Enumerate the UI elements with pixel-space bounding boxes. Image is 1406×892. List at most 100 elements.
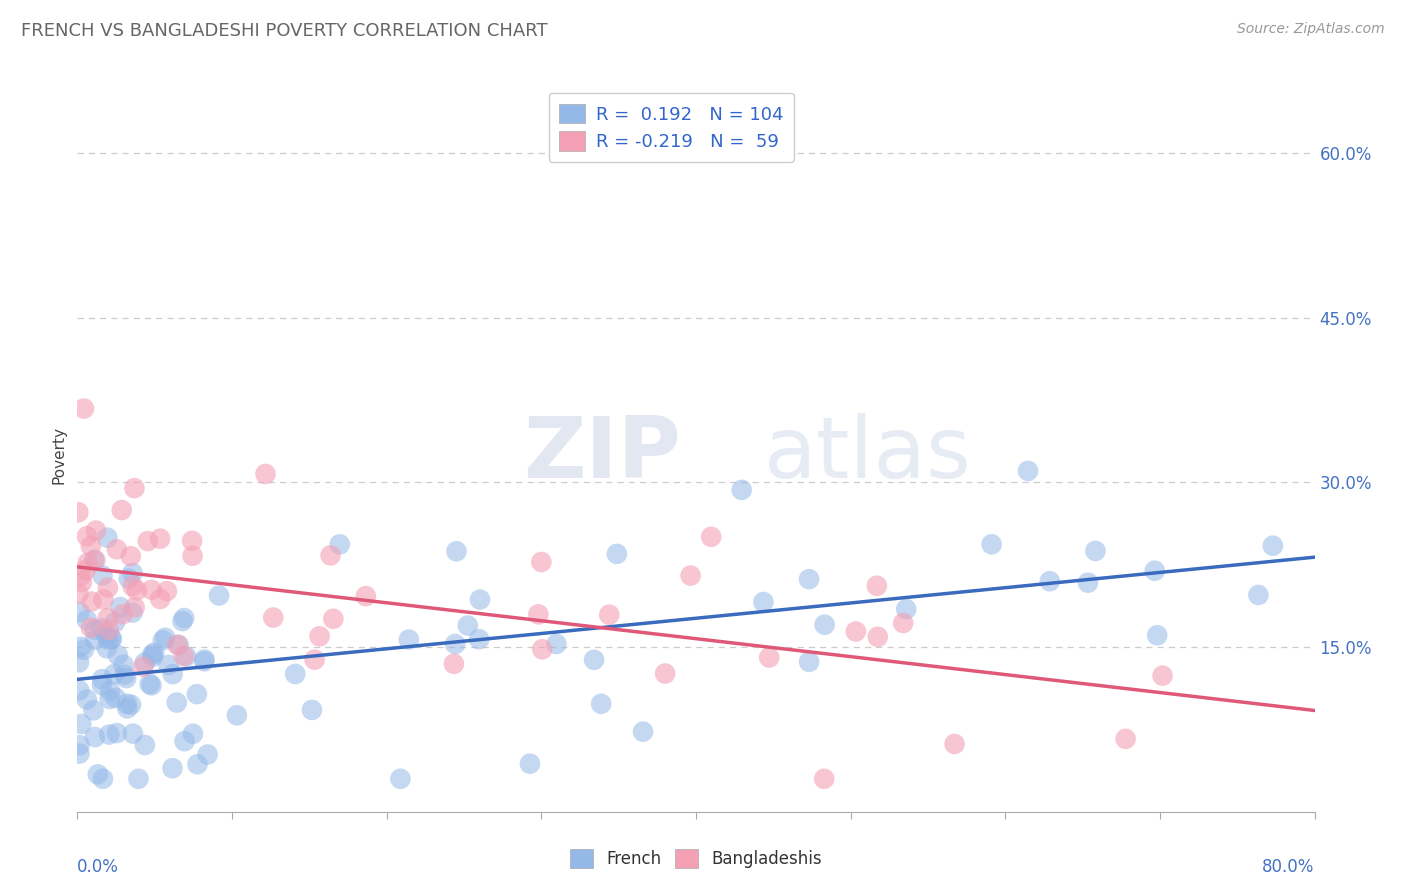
Point <box>87 767 110 781</box>
Point <box>797 572 820 586</box>
Point <box>813 772 835 786</box>
Point <box>105 726 128 740</box>
Point <box>143 646 166 660</box>
Point <box>197 747 219 762</box>
Point <box>97 581 120 595</box>
Point <box>69 738 91 752</box>
Point <box>156 584 179 599</box>
Point <box>174 649 197 664</box>
Point <box>1039 574 1062 589</box>
Point <box>173 734 195 748</box>
Point <box>73 401 96 416</box>
Point <box>943 737 966 751</box>
Point <box>132 659 155 673</box>
Point <box>308 629 330 643</box>
Point <box>67 505 90 519</box>
Point <box>134 738 156 752</box>
Point <box>591 697 613 711</box>
Point <box>73 642 96 657</box>
Point <box>891 615 914 630</box>
Point <box>1143 564 1166 578</box>
Text: 0.0%: 0.0% <box>77 858 120 876</box>
Point <box>606 547 628 561</box>
Point <box>110 600 132 615</box>
Point <box>1247 588 1270 602</box>
Point <box>76 692 98 706</box>
Point <box>1146 628 1168 642</box>
Point <box>530 555 553 569</box>
Point <box>173 611 195 625</box>
Point <box>121 579 143 593</box>
Point <box>112 657 135 672</box>
Point <box>117 701 139 715</box>
Point <box>82 703 104 717</box>
Point <box>457 618 479 632</box>
Point <box>111 503 134 517</box>
Point <box>679 568 702 582</box>
Point <box>813 617 835 632</box>
Point <box>1077 575 1099 590</box>
Point <box>866 630 889 644</box>
Point <box>84 632 107 647</box>
Text: atlas: atlas <box>763 413 972 497</box>
Point <box>225 708 247 723</box>
Point <box>141 648 163 662</box>
Point <box>167 638 190 652</box>
Point <box>1084 544 1107 558</box>
Point <box>97 623 120 637</box>
Point <box>69 747 91 761</box>
Point <box>531 642 554 657</box>
Point <box>389 772 412 786</box>
Point <box>731 483 754 497</box>
Point <box>162 761 184 775</box>
Point <box>166 638 188 652</box>
Point <box>91 772 114 786</box>
Point <box>84 623 107 637</box>
Point <box>104 615 127 630</box>
Point <box>70 568 93 582</box>
Point <box>583 653 606 667</box>
Point <box>980 537 1002 551</box>
Point <box>124 481 146 495</box>
Point <box>98 684 121 698</box>
Point <box>301 703 323 717</box>
Point <box>83 730 105 744</box>
Point <box>304 653 326 667</box>
Point <box>1115 731 1137 746</box>
Point <box>134 656 156 670</box>
Point <box>111 607 134 622</box>
Point <box>284 667 307 681</box>
Point <box>468 632 491 647</box>
Point <box>152 633 174 648</box>
Point <box>127 772 149 786</box>
Point <box>67 683 90 698</box>
Point <box>398 632 420 647</box>
Point <box>80 621 103 635</box>
Point <box>149 532 172 546</box>
Point <box>80 594 103 608</box>
Point <box>122 726 145 740</box>
Point <box>125 583 148 598</box>
Point <box>115 697 138 711</box>
Point <box>173 649 195 664</box>
Point <box>157 657 180 672</box>
Point <box>866 579 889 593</box>
Point <box>172 614 194 628</box>
Point <box>103 667 125 681</box>
Point <box>142 649 165 664</box>
Point <box>700 530 723 544</box>
Point <box>181 727 204 741</box>
Point <box>162 667 184 681</box>
Point <box>76 613 98 627</box>
Point <box>100 632 122 646</box>
Text: ZIP: ZIP <box>523 413 681 497</box>
Point <box>91 672 114 686</box>
Point <box>107 648 129 662</box>
Point <box>98 728 121 742</box>
Point <box>93 592 115 607</box>
Point <box>75 563 97 577</box>
Point <box>96 641 118 656</box>
Point <box>90 621 112 635</box>
Point <box>654 666 676 681</box>
Point <box>208 589 231 603</box>
